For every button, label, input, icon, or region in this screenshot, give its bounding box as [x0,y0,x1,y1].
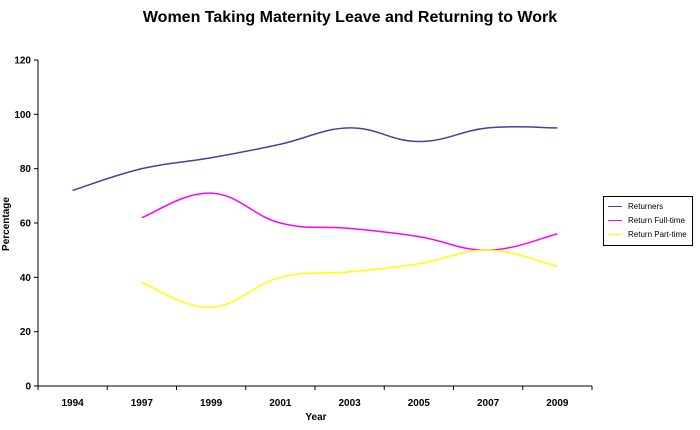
x-tick-label: 2003 [339,398,362,409]
legend-item-return-full-time: Return Full-time [608,214,692,228]
y-tick-label: 0 [25,382,31,393]
series-line-return-full-time [141,192,558,251]
x-tick-label: 1999 [200,398,223,409]
legend-label-returners: Returners [628,202,664,211]
legend-label-return-part-time: Return Part-time [628,230,687,239]
legend-item-returners: Returners [608,200,692,214]
chart-title: Women Taking Maternity Leave and Returni… [142,9,558,26]
legend-item-return-part-time: Return Part-time [608,228,692,242]
y-tick-label: 120 [14,56,31,67]
legend-swatch-return-full-time [608,220,622,221]
x-tick-label: 2001 [269,398,292,409]
legend: Returners Return Full-time Return Part-t… [603,196,693,246]
x-tick-label: 2005 [408,398,431,409]
x-axis-title: Year [305,412,326,423]
y-tick-label: 40 [20,273,32,284]
series-lines [72,125,558,308]
x-tick-label: 1994 [62,398,85,409]
y-ticks: 0 20 40 60 80 100 120 [14,56,38,393]
series-line-returners [72,125,558,192]
y-tick-label: 100 [14,110,31,121]
chart-axes [37,60,592,387]
series-line-return-part-time [141,249,558,308]
legend-swatch-return-part-time [608,234,622,235]
x-tick-label: 2007 [477,398,500,409]
x-ticks: 1994 1997 1999 2001 2003 2005 2007 2009 [37,386,593,409]
x-tick-label: 1997 [131,398,154,409]
y-tick-label: 80 [20,164,32,175]
legend-label-return-full-time: Return Full-time [628,216,685,225]
x-tick-label: 2009 [546,398,569,409]
y-tick-label: 20 [20,327,32,338]
y-tick-label: 60 [20,219,32,230]
legend-swatch-returners [608,206,622,207]
y-axis-title: Percentage [1,197,12,251]
